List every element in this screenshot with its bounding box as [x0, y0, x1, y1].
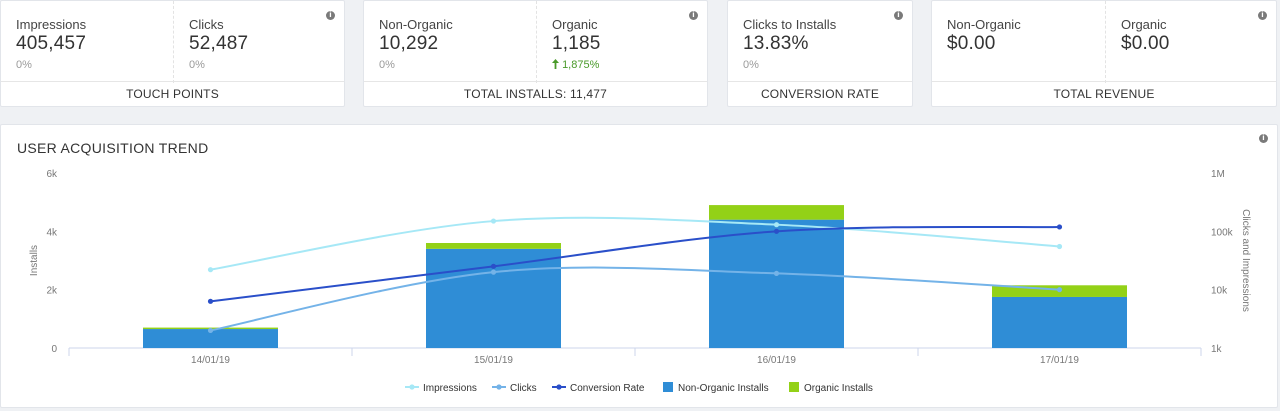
clicks-to-installs-metric[interactable]: Clicks to Installs 13.83% 0% — [728, 1, 914, 83]
non-organic-revenue-metric[interactable]: Non-Organic $0.00 — [932, 1, 1105, 83]
info-icon[interactable]: i — [894, 11, 903, 20]
metric-value: 1,185 — [552, 33, 601, 54]
non-organic-bar — [709, 219, 844, 348]
touch-points-card: Impressions 405,457 0% Clicks 52,487 0% … — [0, 0, 345, 107]
metric-value: 10,292 — [379, 33, 439, 54]
conversion-rate-line-point — [773, 228, 780, 234]
legend-label: Conversion Rate — [570, 383, 645, 394]
total-installs-card: Non-Organic 10,292 0% Organic 1,185 1,87… — [363, 0, 708, 107]
total-revenue-card: Non-Organic $0.00 Organic $0.00 i TOTAL … — [931, 0, 1277, 107]
conversion-rate-line-point — [1056, 224, 1063, 230]
x-axis-tick-label: 16/01/19 — [757, 355, 796, 366]
left-axis-tick: 0 — [51, 344, 57, 355]
metric-value: $0.00 — [947, 33, 996, 54]
organic-revenue-metric[interactable]: Organic $0.00 — [1105, 1, 1278, 83]
impressions-line-point — [207, 267, 214, 273]
organic-installs-metric[interactable]: Organic 1,185 1,875% — [536, 1, 709, 83]
x-axis-tick-label: 14/01/19 — [191, 355, 230, 366]
metric-change-value: 1,875% — [562, 59, 600, 71]
legend-marker — [556, 384, 562, 390]
metric-change: 0% — [379, 59, 395, 71]
metric-label: Clicks to Installs — [743, 17, 837, 32]
clicks-line-point — [773, 270, 780, 277]
trend-title: USER ACQUISITION TREND — [17, 140, 209, 156]
conversion-rate-line-point — [207, 298, 214, 304]
left-axis-tick: 4k — [46, 227, 58, 238]
right-axis-tick: 100k — [1211, 227, 1234, 238]
organic-bar — [709, 205, 844, 220]
metric-change-up: 1,875% — [552, 59, 599, 71]
metric-value: $0.00 — [1121, 33, 1170, 54]
up-arrow-icon — [552, 59, 559, 69]
card-footer: TOTAL REVENUE — [932, 81, 1276, 106]
non-organic-bar — [992, 296, 1127, 348]
organic-bar — [426, 243, 561, 249]
metric-value: 405,457 — [16, 33, 87, 54]
info-icon[interactable]: i — [326, 11, 335, 20]
metric-label: Clicks — [189, 17, 224, 32]
metric-value: 52,487 — [189, 33, 249, 54]
metric-change: 0% — [743, 59, 759, 71]
legend-square — [789, 382, 799, 392]
metric-change: 0% — [16, 59, 32, 71]
impressions-line — [210, 216, 1060, 271]
conversion-rate-card: Clicks to Installs 13.83% 0% i CONVERSIO… — [727, 0, 913, 107]
x-axis-tick-label: 15/01/19 — [474, 355, 513, 366]
metric-label: Non-Organic — [947, 17, 1021, 32]
conversion-rate-line-point — [490, 263, 497, 269]
legend-marker — [496, 384, 502, 390]
clicks-line — [210, 266, 1060, 332]
left-axis-label: Installs — [29, 245, 40, 276]
clicks-line-point — [490, 269, 497, 275]
legend-label: Organic Installs — [804, 383, 873, 394]
metric-label: Impressions — [16, 17, 87, 32]
impressions-line-point — [1056, 243, 1063, 250]
clicks-line-point — [1056, 287, 1063, 293]
user-acquisition-trend-panel: USER ACQUISITION TREND i 0 2k 4k 6k 1k 10k 100… — [0, 124, 1278, 408]
x-axis-tick-label: 17/01/19 — [1040, 355, 1079, 366]
metric-change: 0% — [189, 59, 205, 71]
user-acquisition-chart: 0 2k 4k 6k 1k 10k 100k 1M Installs Clicks and Imp… — [29, 169, 1251, 394]
left-axis-tick: 2k — [46, 286, 58, 297]
metric-label: Organic — [1121, 17, 1167, 32]
impressions-line-point — [773, 222, 780, 228]
info-icon[interactable]: i — [1259, 134, 1268, 143]
metric-label: Organic — [552, 17, 598, 32]
left-axis-tick: 6k — [46, 169, 58, 180]
legend-square — [663, 382, 673, 392]
card-footer: CONVERSION RATE — [728, 81, 912, 106]
legend-marker — [409, 384, 415, 390]
non-organic-installs-metric[interactable]: Non-Organic 10,292 0% — [364, 1, 536, 83]
info-icon[interactable]: i — [689, 11, 698, 20]
non-organic-bar — [143, 329, 278, 348]
conversion-rate-line — [210, 225, 1060, 303]
info-icon[interactable]: i — [1258, 11, 1267, 20]
clicks-metric[interactable]: Clicks 52,487 0% — [173, 1, 346, 83]
right-axis-label: Clicks and Impressions — [1240, 209, 1251, 312]
legend-label: Impressions — [423, 383, 477, 394]
metric-value: 13.83% — [743, 33, 809, 54]
right-axis-tick: 10k — [1211, 286, 1228, 297]
legend-label: Clicks — [510, 383, 537, 394]
legend-label: Non-Organic Installs — [678, 383, 769, 394]
clicks-line-point — [207, 327, 214, 334]
non-organic-bar — [426, 248, 561, 348]
card-footer: TOUCH POINTS — [1, 81, 344, 106]
metric-label: Non-Organic — [379, 17, 453, 32]
right-axis-tick: 1M — [1211, 169, 1225, 180]
impressions-metric[interactable]: Impressions 405,457 0% — [1, 1, 173, 83]
impressions-line-point — [490, 218, 497, 224]
right-axis-tick: 1k — [1211, 344, 1223, 355]
card-footer: TOTAL INSTALLS: 11,477 — [364, 81, 707, 106]
